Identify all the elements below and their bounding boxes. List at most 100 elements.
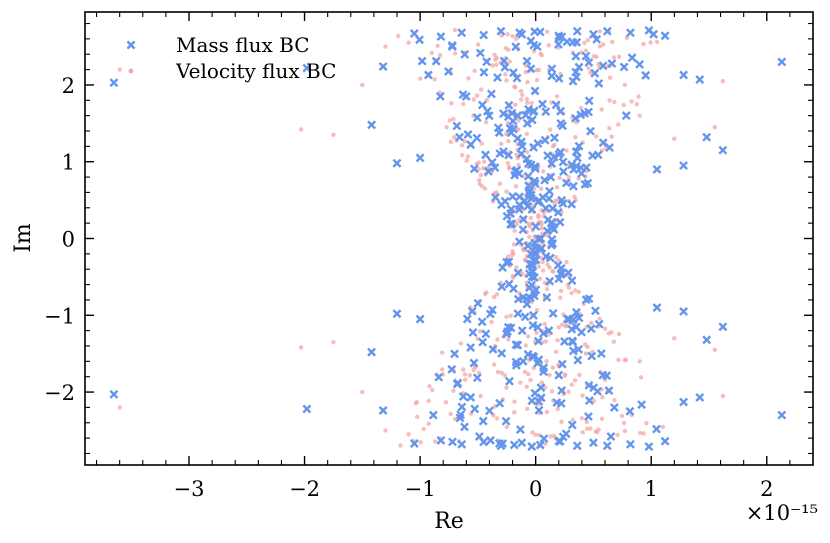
data-point-mass-flux bbox=[652, 164, 662, 174]
data-point-velocity-flux bbox=[589, 320, 594, 326]
data-point-mass-flux bbox=[378, 406, 388, 415]
data-point-velocity-flux bbox=[610, 39, 615, 45]
data-point-mass-flux bbox=[518, 214, 528, 224]
data-point-mass-flux bbox=[588, 29, 598, 39]
data-point-mass-flux bbox=[457, 439, 467, 449]
data-point-velocity-flux bbox=[550, 269, 555, 274]
data-point-velocity-flux bbox=[516, 127, 521, 132]
data-point-mass-flux bbox=[573, 355, 583, 365]
data-point-mass-flux bbox=[527, 280, 537, 290]
data-point-velocity-flux bbox=[507, 164, 512, 170]
data-point-mass-flux bbox=[602, 441, 612, 451]
data-point-velocity-flux bbox=[477, 178, 482, 183]
data-point-velocity-flux bbox=[563, 324, 569, 329]
data-point-mass-flux bbox=[487, 305, 497, 315]
data-point-mass-flux bbox=[590, 306, 600, 316]
data-point-mass-flux bbox=[529, 288, 539, 298]
data-point-mass-flux bbox=[502, 257, 512, 267]
data-point-mass-flux bbox=[552, 398, 562, 408]
data-point-velocity-flux bbox=[564, 148, 569, 153]
data-point-mass-flux bbox=[567, 336, 577, 346]
data-point-mass-flux bbox=[551, 100, 561, 110]
data-point-mass-flux bbox=[641, 70, 651, 80]
data-point-velocity-flux bbox=[429, 50, 434, 56]
data-point-velocity-flux bbox=[518, 88, 524, 94]
data-point-mass-flux bbox=[584, 58, 594, 68]
data-point-mass-flux bbox=[572, 37, 582, 47]
data-point-mass-flux bbox=[604, 386, 614, 396]
data-point-mass-flux bbox=[478, 337, 488, 347]
data-point-velocity-flux bbox=[611, 339, 616, 344]
data-point-mass-flux bbox=[581, 295, 591, 305]
data-point-mass-flux bbox=[718, 322, 728, 332]
data-point-velocity-flux bbox=[543, 339, 548, 344]
data-point-velocity-flux bbox=[464, 158, 469, 163]
data-point-mass-flux bbox=[497, 348, 507, 358]
x-axis-ticks: −3 −2 −1 0 1 2 bbox=[96, 12, 791, 501]
data-point-mass-flux bbox=[495, 398, 505, 408]
data-point-velocity-flux bbox=[524, 96, 530, 102]
data-point-velocity-flux bbox=[511, 275, 516, 280]
data-point-mass-flux bbox=[609, 403, 619, 412]
data-point-velocity-flux bbox=[540, 259, 545, 265]
legend-mass-flux-marker bbox=[126, 40, 136, 50]
data-point-mass-flux bbox=[367, 347, 377, 357]
data-point-mass-flux bbox=[455, 132, 464, 142]
data-point-mass-flux bbox=[574, 141, 584, 151]
data-point-mass-flux bbox=[602, 26, 612, 36]
data-point-mass-flux bbox=[392, 158, 402, 168]
data-point-mass-flux bbox=[504, 279, 514, 289]
data-point-mass-flux bbox=[586, 126, 595, 136]
data-point-mass-flux bbox=[485, 406, 494, 416]
data-point-velocity-flux bbox=[490, 63, 495, 68]
y-tick-label: −1 bbox=[44, 304, 75, 328]
data-point-mass-flux bbox=[536, 234, 546, 244]
data-point-velocity-flux bbox=[554, 185, 560, 190]
data-point-velocity-flux bbox=[641, 41, 646, 47]
data-point-mass-flux bbox=[529, 352, 539, 362]
data-point-velocity-flux bbox=[599, 416, 605, 421]
data-point-mass-flux bbox=[567, 420, 577, 430]
data-point-velocity-flux bbox=[331, 340, 336, 345]
data-point-mass-flux bbox=[527, 396, 537, 406]
data-point-mass-flux bbox=[548, 308, 558, 318]
data-point-mass-flux bbox=[531, 222, 541, 231]
data-point-velocity-flux bbox=[513, 102, 518, 108]
data-point-mass-flux bbox=[523, 349, 533, 359]
data-point-velocity-flux bbox=[452, 135, 457, 140]
data-point-mass-flux bbox=[627, 53, 637, 63]
data-point-velocity-flux bbox=[554, 94, 560, 99]
data-point-velocity-flux bbox=[512, 84, 517, 89]
data-point-mass-flux bbox=[567, 199, 577, 209]
data-point-mass-flux bbox=[621, 111, 631, 121]
data-point-mass-flux bbox=[679, 161, 689, 171]
data-point-mass-flux bbox=[539, 367, 548, 377]
data-point-velocity-flux bbox=[597, 316, 602, 321]
data-point-velocity-flux bbox=[553, 255, 559, 260]
data-point-velocity-flux bbox=[563, 372, 568, 377]
data-point-velocity-flux bbox=[474, 93, 480, 98]
data-point-velocity-flux bbox=[525, 334, 531, 339]
data-point-velocity-flux bbox=[544, 359, 549, 364]
data-point-mass-flux bbox=[568, 181, 578, 191]
data-point-mass-flux bbox=[558, 157, 568, 167]
data-point-velocity-flux bbox=[518, 97, 524, 102]
data-point-velocity-flux bbox=[536, 67, 542, 73]
data-point-velocity-flux bbox=[461, 367, 466, 372]
data-point-mass-flux bbox=[556, 106, 565, 116]
data-point-velocity-flux bbox=[536, 264, 542, 269]
data-point-mass-flux bbox=[482, 57, 492, 67]
data-point-velocity-flux bbox=[512, 410, 517, 415]
data-point-mass-flux bbox=[511, 357, 521, 367]
data-point-velocity-flux bbox=[544, 286, 550, 292]
data-point-velocity-flux bbox=[516, 118, 521, 123]
data-point-mass-flux bbox=[466, 392, 476, 402]
data-point-mass-flux bbox=[474, 432, 484, 441]
data-point-mass-flux bbox=[457, 402, 467, 412]
data-point-velocity-flux bbox=[539, 380, 544, 385]
data-point-velocity-flux bbox=[495, 337, 500, 342]
data-point-mass-flux bbox=[556, 147, 565, 157]
data-point-mass-flux bbox=[598, 61, 608, 71]
data-point-velocity-flux bbox=[527, 234, 532, 240]
data-point-mass-flux bbox=[660, 31, 670, 41]
